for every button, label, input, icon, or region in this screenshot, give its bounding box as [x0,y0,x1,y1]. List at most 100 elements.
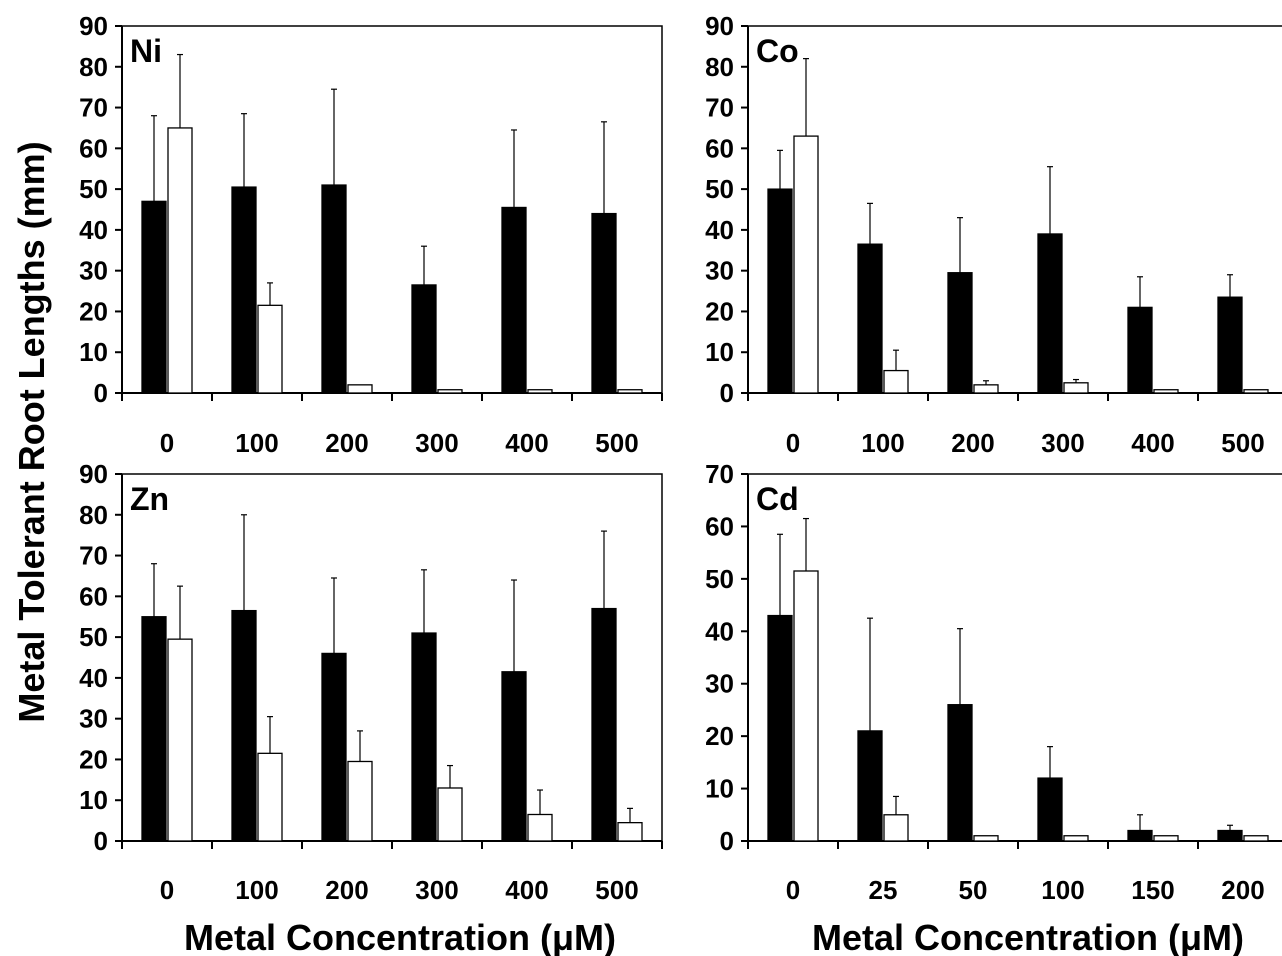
white-bar [437,787,463,842]
y-tick-label: 0 [94,378,108,408]
y-tick-label: 20 [705,296,734,326]
x-tick-label: 200 [325,428,368,458]
y-tick-label: 60 [79,581,108,611]
y-axis-label: Metal Tolerant Root Lengths (mm) [11,141,52,722]
white-bar [167,127,193,394]
x-tick-label: 100 [235,428,278,458]
white-bar [257,752,283,842]
x-tick-label: 200 [1221,875,1264,905]
y-tick-label: 20 [79,296,108,326]
plot-frame [121,473,663,842]
x-tick-label: 200 [951,428,994,458]
white-bar [1243,389,1269,394]
white-bar [617,822,643,842]
chart-panel-co: 0 10 20 30 40 50 60 70 80 90 0 100 200 300 400 500 Co [705,11,1282,458]
white-bar [973,384,999,394]
black-bar [141,200,167,394]
y-tick-label: 70 [79,93,108,123]
x-tick-label: 100 [861,428,904,458]
y-tick-label: 30 [705,669,734,699]
black-bar [857,730,883,842]
y-tick-label: 40 [79,663,108,693]
chart-panel-ni: 0 10 20 30 40 50 60 70 80 90 0 100 200 300 400 500 Ni [79,11,663,458]
y-tick-label: 90 [79,11,108,41]
black-bar [141,616,167,842]
x-tick-label: 25 [869,875,898,905]
white-bar [883,814,909,842]
x-tick-label: 400 [505,428,548,458]
x-tick-label: 300 [1041,428,1084,458]
x-tick-label: 500 [595,428,638,458]
y-tick-label: 10 [705,774,734,804]
x-tick-label: 0 [160,428,174,458]
white-bar [347,760,373,842]
y-tick-label: 90 [705,11,734,41]
x-tick-label: 0 [786,428,800,458]
black-bar [231,609,257,842]
black-bar [947,272,973,394]
x-tick-label: 150 [1131,875,1174,905]
black-bar [1037,777,1063,842]
panel-title: Cd [756,481,799,517]
white-bar [347,384,373,394]
y-tick-label: 80 [79,52,108,82]
panel-title: Co [756,33,799,69]
y-tick-label: 50 [79,174,108,204]
y-tick-label: 70 [705,93,734,123]
x-tick-label: 100 [235,875,278,905]
y-tick-label: 60 [705,133,734,163]
y-tick-label: 80 [79,500,108,530]
black-bar [1217,829,1243,842]
black-bar [411,632,437,842]
black-bar [1127,306,1153,394]
y-tick-label: 50 [705,564,734,594]
x-axis-label-left: Metal Concentration (μM) [184,917,616,956]
y-tick-label: 10 [705,337,734,367]
plot-frame [747,473,1282,842]
white-bar [527,813,553,842]
black-bar [947,704,973,842]
black-bar [1127,829,1153,842]
x-tick-label: 500 [595,875,638,905]
black-bar [1037,233,1063,394]
y-tick-label: 50 [79,622,108,652]
x-tick-label: 100 [1041,875,1084,905]
black-bar [321,652,347,842]
white-bar [527,389,553,394]
y-tick-label: 30 [79,256,108,286]
x-tick-label: 0 [786,875,800,905]
y-tick-label: 40 [705,616,734,646]
black-bar [591,212,617,394]
y-tick-label: 60 [79,133,108,163]
black-bar [411,284,437,394]
y-tick-label: 0 [94,826,108,856]
x-tick-label: 400 [505,875,548,905]
x-tick-label: 200 [325,875,368,905]
y-tick-label: 30 [705,256,734,286]
y-tick-label: 0 [720,826,734,856]
black-bar [857,243,883,394]
plot-frame [747,25,1282,394]
white-bar [1153,835,1179,842]
y-tick-label: 50 [705,174,734,204]
x-tick-label: 50 [959,875,988,905]
black-bar [501,206,527,394]
y-tick-label: 10 [79,785,108,815]
panel-title: Ni [130,33,162,69]
white-bar [1063,382,1089,394]
white-bar [793,570,819,842]
white-bar [1063,835,1089,842]
y-tick-label: 80 [705,52,734,82]
y-tick-label: 70 [79,541,108,571]
x-tick-label: 500 [1221,428,1264,458]
y-tick-label: 0 [720,378,734,408]
y-tick-label: 40 [705,215,734,245]
x-tick-label: 400 [1131,428,1174,458]
white-bar [883,369,909,394]
y-tick-label: 30 [79,704,108,734]
x-tick-label: 300 [415,875,458,905]
y-tick-label: 70 [705,459,734,489]
y-tick-label: 20 [79,744,108,774]
